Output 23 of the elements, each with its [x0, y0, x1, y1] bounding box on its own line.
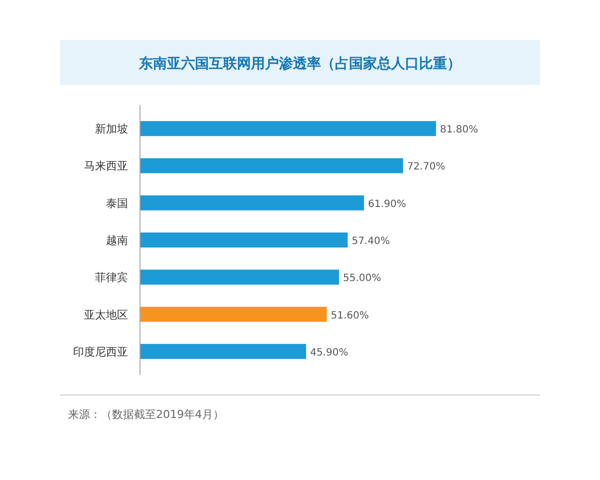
- chart-title: 东南亚六国互联网用户渗透率（占国家总人口比重）: [138, 55, 461, 72]
- bar: [140, 121, 436, 136]
- data-label: 45.90%: [310, 347, 348, 358]
- bar: [140, 232, 348, 248]
- y-tick-label: 越南: [106, 234, 128, 247]
- bar: [140, 306, 327, 322]
- y-tick-label: 菲律宾: [95, 271, 128, 284]
- data-label: 81.80%: [440, 124, 478, 136]
- data-label: 57.40%: [352, 236, 390, 247]
- bar: [140, 344, 306, 359]
- data-label: 72.70%: [407, 162, 446, 173]
- y-tick-label: 亚太地区: [84, 308, 128, 322]
- bar: [140, 195, 364, 210]
- y-tick-label: 新加坡: [95, 122, 128, 136]
- bar: [140, 158, 404, 174]
- data-label: 51.60%: [330, 310, 369, 322]
- source-note: 来源：（数据截至2019年4月）: [68, 408, 224, 421]
- y-tick-label: 印度尼西亚: [73, 345, 128, 358]
- y-tick-label: 马来西亚: [84, 160, 128, 173]
- data-label: 61.90%: [368, 198, 406, 210]
- bar: [140, 270, 340, 285]
- y-tick-label: 泰国: [106, 196, 128, 210]
- data-label: 55.00%: [343, 273, 382, 284]
